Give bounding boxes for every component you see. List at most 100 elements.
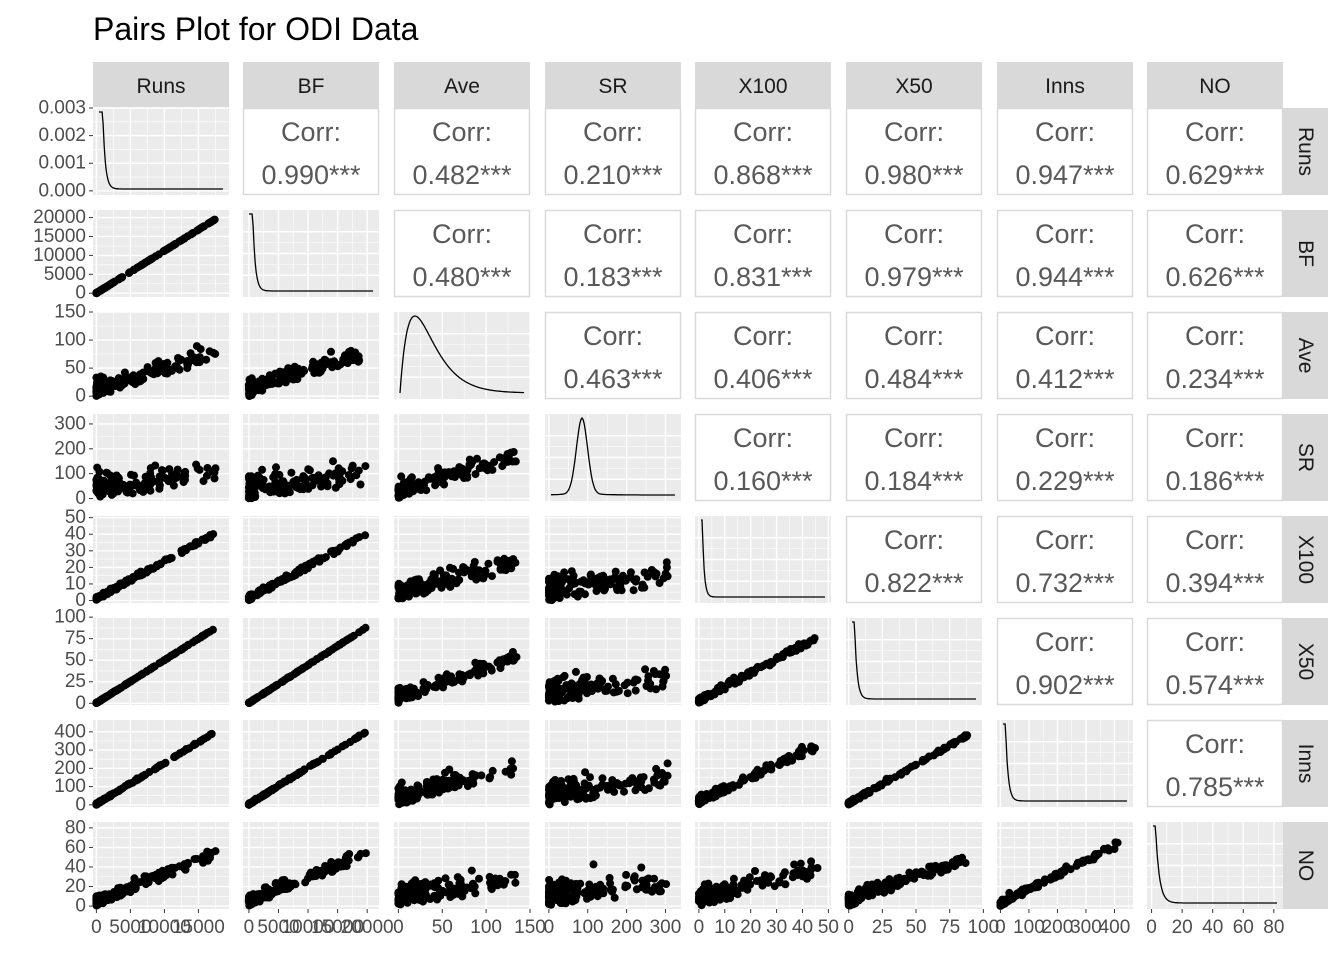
data-point: [626, 568, 635, 577]
data-point: [312, 655, 321, 664]
x-tick-label-inns: 300: [1070, 917, 1102, 938]
corr-panel-frame: [845, 107, 983, 196]
y-tick-label-x50: 75: [65, 628, 86, 649]
data-point: [742, 883, 751, 892]
data-point: [608, 887, 617, 896]
data-point: [434, 876, 443, 885]
data-point: [631, 786, 640, 795]
data-point: [299, 485, 308, 494]
y-tick-label-inns: 100: [54, 776, 86, 797]
data-point: [258, 690, 267, 699]
data-point: [145, 472, 154, 480]
data-point: [628, 774, 637, 783]
x-tick-label-runs: 5000: [109, 917, 151, 938]
strip-right-inns: [1283, 720, 1328, 807]
data-point: [790, 860, 799, 869]
y-tick-label-ave: 0: [75, 386, 86, 407]
data-point: [350, 735, 359, 744]
data-point: [267, 684, 276, 693]
data-point: [344, 471, 353, 479]
data-point: [404, 590, 413, 599]
data-point: [200, 734, 209, 743]
data-point: [621, 881, 630, 890]
data-point: [411, 891, 420, 900]
data-point: [488, 465, 497, 474]
density-curve: [99, 111, 223, 190]
data-point: [507, 448, 515, 457]
panel-bf-no: Corr: 0.626***: [1146, 209, 1284, 298]
data-point: [958, 853, 967, 862]
panel-runs-x100: Corr: 0.868***: [694, 107, 832, 196]
data-point: [875, 883, 884, 891]
data-point: [293, 770, 302, 779]
data-point: [181, 475, 189, 484]
panel-x50-x50: [846, 618, 982, 705]
corr-value: 0.979***: [864, 262, 964, 292]
panel-no-x100: [694, 822, 831, 910]
data-point: [202, 471, 211, 480]
data-point: [419, 678, 428, 687]
data-point: [605, 873, 614, 882]
density-curve: [551, 416, 675, 496]
data-point: [153, 369, 162, 378]
data-point: [446, 563, 454, 572]
data-point: [467, 572, 476, 581]
data-point: [611, 780, 620, 789]
corr-panel-frame: [996, 311, 1134, 400]
corr-label: Corr:: [884, 117, 944, 147]
data-point: [275, 367, 284, 376]
data-point: [891, 773, 900, 782]
data-point: [126, 888, 135, 897]
y-tick-label-inns: 300: [54, 740, 86, 761]
strip-top-bf: [243, 62, 379, 108]
data-point: [316, 866, 325, 875]
panel-x100-x100: [695, 516, 831, 603]
panel-inns-inns: [997, 720, 1133, 807]
y-tick-label-sr: 100: [54, 463, 86, 484]
strip-top-ave: [394, 62, 530, 108]
y-tick-label-no: 80: [65, 817, 86, 838]
data-point: [948, 739, 957, 747]
strip-right-runs: [1283, 108, 1328, 195]
data-point: [206, 853, 214, 862]
data-point: [344, 856, 353, 865]
data-point: [623, 689, 632, 698]
data-point: [657, 879, 666, 888]
data-point: [107, 380, 116, 389]
data-point: [440, 468, 449, 477]
data-point: [400, 490, 409, 498]
data-point: [488, 766, 497, 775]
data-point: [182, 859, 191, 868]
panel-ave-sr: Corr: 0.463***: [544, 311, 682, 400]
data-point: [399, 688, 408, 696]
data-point: [751, 867, 759, 875]
data-point: [409, 685, 418, 694]
data-point: [309, 473, 318, 482]
data-point: [99, 891, 108, 899]
y-tick-label-runs: 0.001: [38, 153, 86, 174]
corr-value: 0.785***: [1165, 772, 1265, 802]
data-point: [361, 531, 370, 540]
data-point: [361, 849, 370, 858]
data-point: [1083, 855, 1092, 864]
data-point: [1021, 884, 1030, 893]
data-point: [316, 477, 325, 486]
panel-x50-bf: [243, 618, 379, 707]
data-point: [773, 653, 782, 661]
strip-right-label-x50: X50: [1294, 643, 1317, 680]
corr-value: 0.186***: [1165, 466, 1265, 496]
corr-value: 0.482***: [412, 160, 512, 190]
corr-label: Corr:: [733, 423, 793, 453]
data-point: [586, 773, 594, 782]
data-point: [448, 575, 457, 584]
data-point: [560, 798, 569, 806]
data-point: [609, 688, 618, 697]
corr-panel-frame: [845, 209, 983, 298]
panel-ave-bf: [243, 311, 379, 400]
x-tick-label-x100: 40: [792, 917, 813, 938]
data-point: [493, 658, 502, 667]
data-point: [418, 888, 427, 896]
data-point: [267, 786, 275, 795]
data-point: [160, 656, 169, 665]
y-tick-label-x100: 40: [65, 524, 86, 545]
